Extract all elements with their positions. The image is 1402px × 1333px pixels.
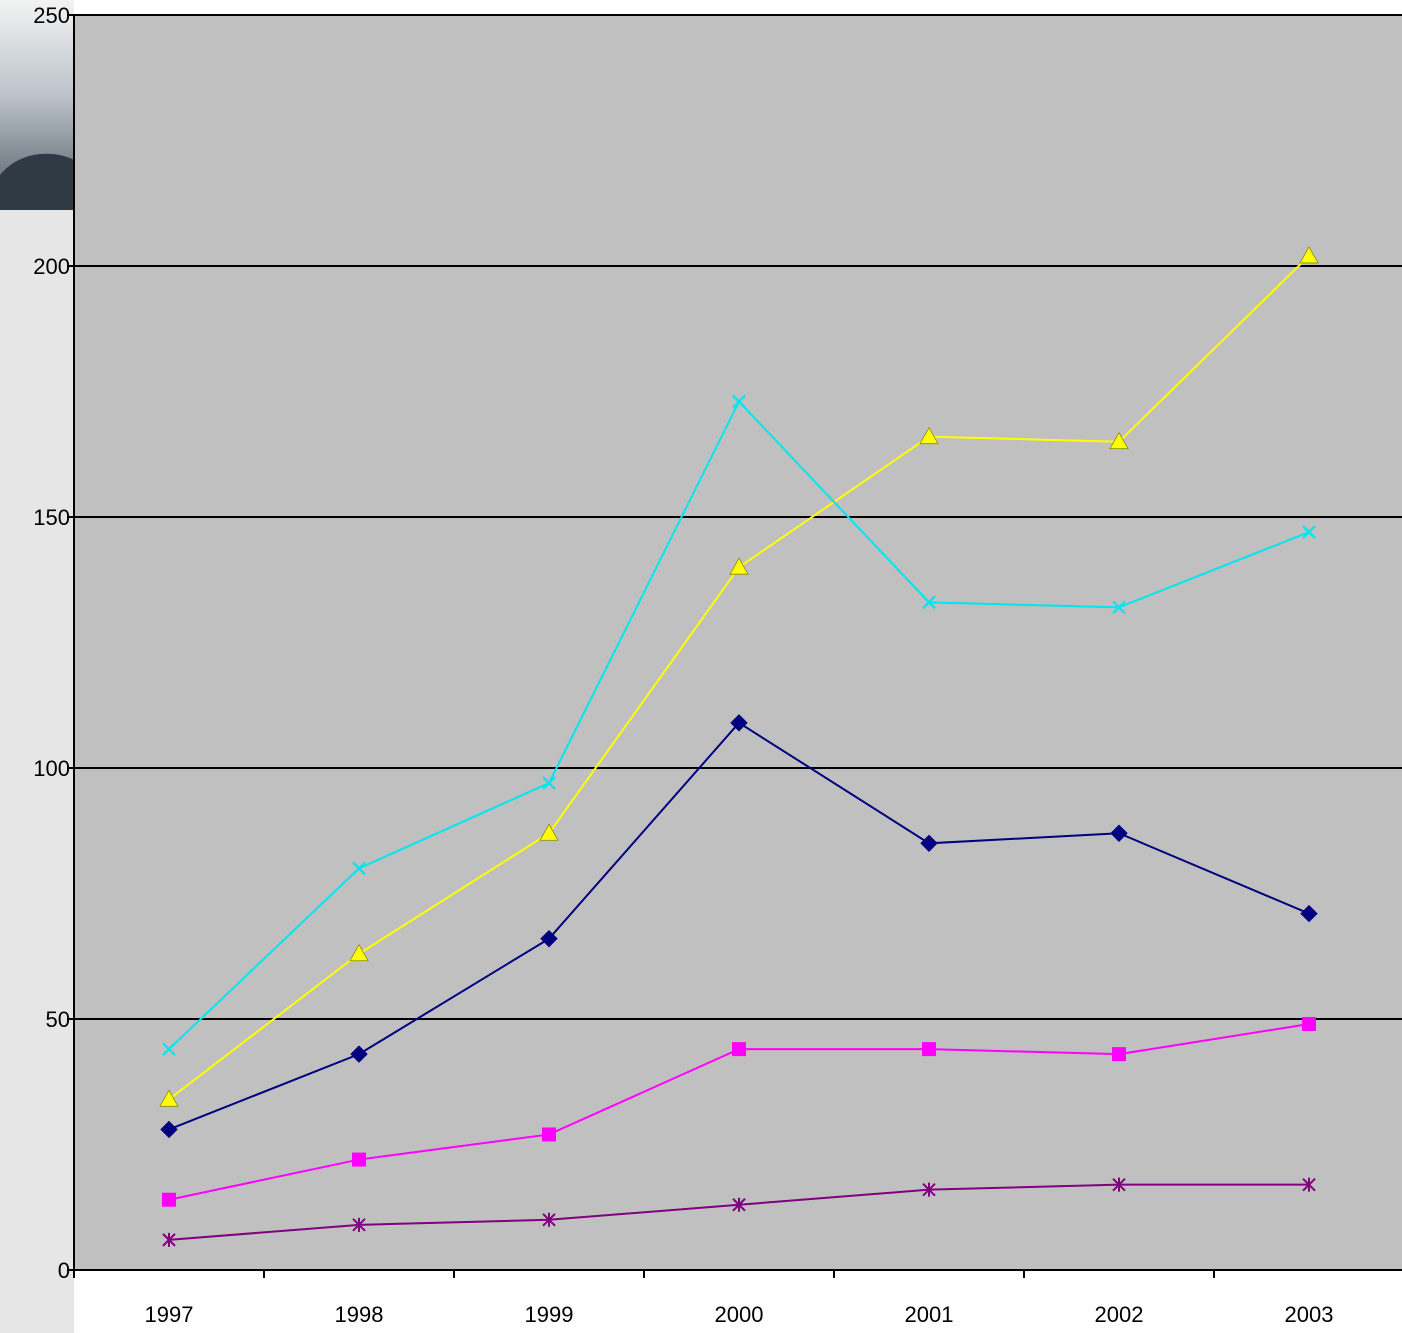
series-4-point-1999 <box>542 776 556 790</box>
series-4-point-2003 <box>1302 525 1316 539</box>
series-1-point-1999 <box>540 929 558 948</box>
series-5-point-1997 <box>162 1232 176 1247</box>
series-1-point-2003 <box>1300 904 1318 923</box>
series-2-point-1999 <box>542 1127 556 1142</box>
series-4-point-1997 <box>162 1042 176 1056</box>
x-tick-label-2000: 2000 <box>715 1302 764 1327</box>
y-tick-label-200: 200 <box>33 254 70 279</box>
x-tick-label-1998: 1998 <box>335 1302 384 1327</box>
series-5-point-1998 <box>352 1217 366 1232</box>
series-4-point-1998 <box>352 861 366 876</box>
series-2-point-1997 <box>162 1192 176 1207</box>
series-3-point-2003 <box>1299 246 1319 264</box>
series-2-point-2002 <box>1112 1047 1126 1062</box>
series-5-point-1999 <box>542 1212 556 1227</box>
series-3-point-2000 <box>729 557 749 575</box>
series-4-point-2001 <box>922 595 936 610</box>
series-5-point-2003 <box>1302 1177 1316 1192</box>
series-1-point-1997 <box>160 1120 178 1139</box>
series-2-point-1998 <box>352 1152 366 1167</box>
y-tick-label-150: 150 <box>33 505 70 530</box>
x-tick-label-1997: 1997 <box>145 1302 194 1327</box>
series-3-point-2002 <box>1109 431 1129 450</box>
y-tick-label-250: 250 <box>33 3 70 28</box>
series-3-point-1997 <box>159 1089 179 1107</box>
series-5-point-2001 <box>922 1182 936 1197</box>
gridlines <box>74 14 1402 1020</box>
series-2-point-2000 <box>732 1042 746 1057</box>
series-4-point-2002 <box>1112 600 1126 615</box>
x-tick-label-2002: 2002 <box>1095 1302 1144 1327</box>
series-5-point-2002 <box>1112 1177 1126 1192</box>
x-tick-label-2001: 2001 <box>905 1302 954 1327</box>
series-1-point-2002 <box>1110 824 1128 842</box>
series-4-point-2000 <box>732 394 746 409</box>
series-3-point-2001 <box>919 426 939 445</box>
series-2-point-2001 <box>922 1042 936 1057</box>
series-markers <box>159 246 1319 1247</box>
series-1-point-1998 <box>350 1045 368 1063</box>
series-3-point-1999 <box>539 823 559 841</box>
y-tick-label-0: 0 <box>58 1258 70 1283</box>
y-axis-ticks: 0 50 100 150 200 250 <box>33 3 74 1283</box>
plot-area <box>74 15 1402 1270</box>
y-tick-label-50: 50 <box>46 1007 70 1032</box>
y-tick-label-100: 100 <box>33 756 70 781</box>
x-tick-label-2003: 2003 <box>1285 1302 1334 1327</box>
x-axis-ticks: 1997 1998 1999 2000 2001 2002 2003 <box>73 1270 1334 1327</box>
series-5-point-2000 <box>732 1197 746 1212</box>
series-2-point-2003 <box>1302 1017 1316 1032</box>
x-tick-label-1999: 1999 <box>525 1302 574 1327</box>
series-3-point-1998 <box>349 943 369 962</box>
axes <box>73 15 1402 1271</box>
series-1-point-2000 <box>730 714 748 732</box>
series-1-point-2001 <box>920 834 938 853</box>
background-decoration <box>0 0 74 1333</box>
